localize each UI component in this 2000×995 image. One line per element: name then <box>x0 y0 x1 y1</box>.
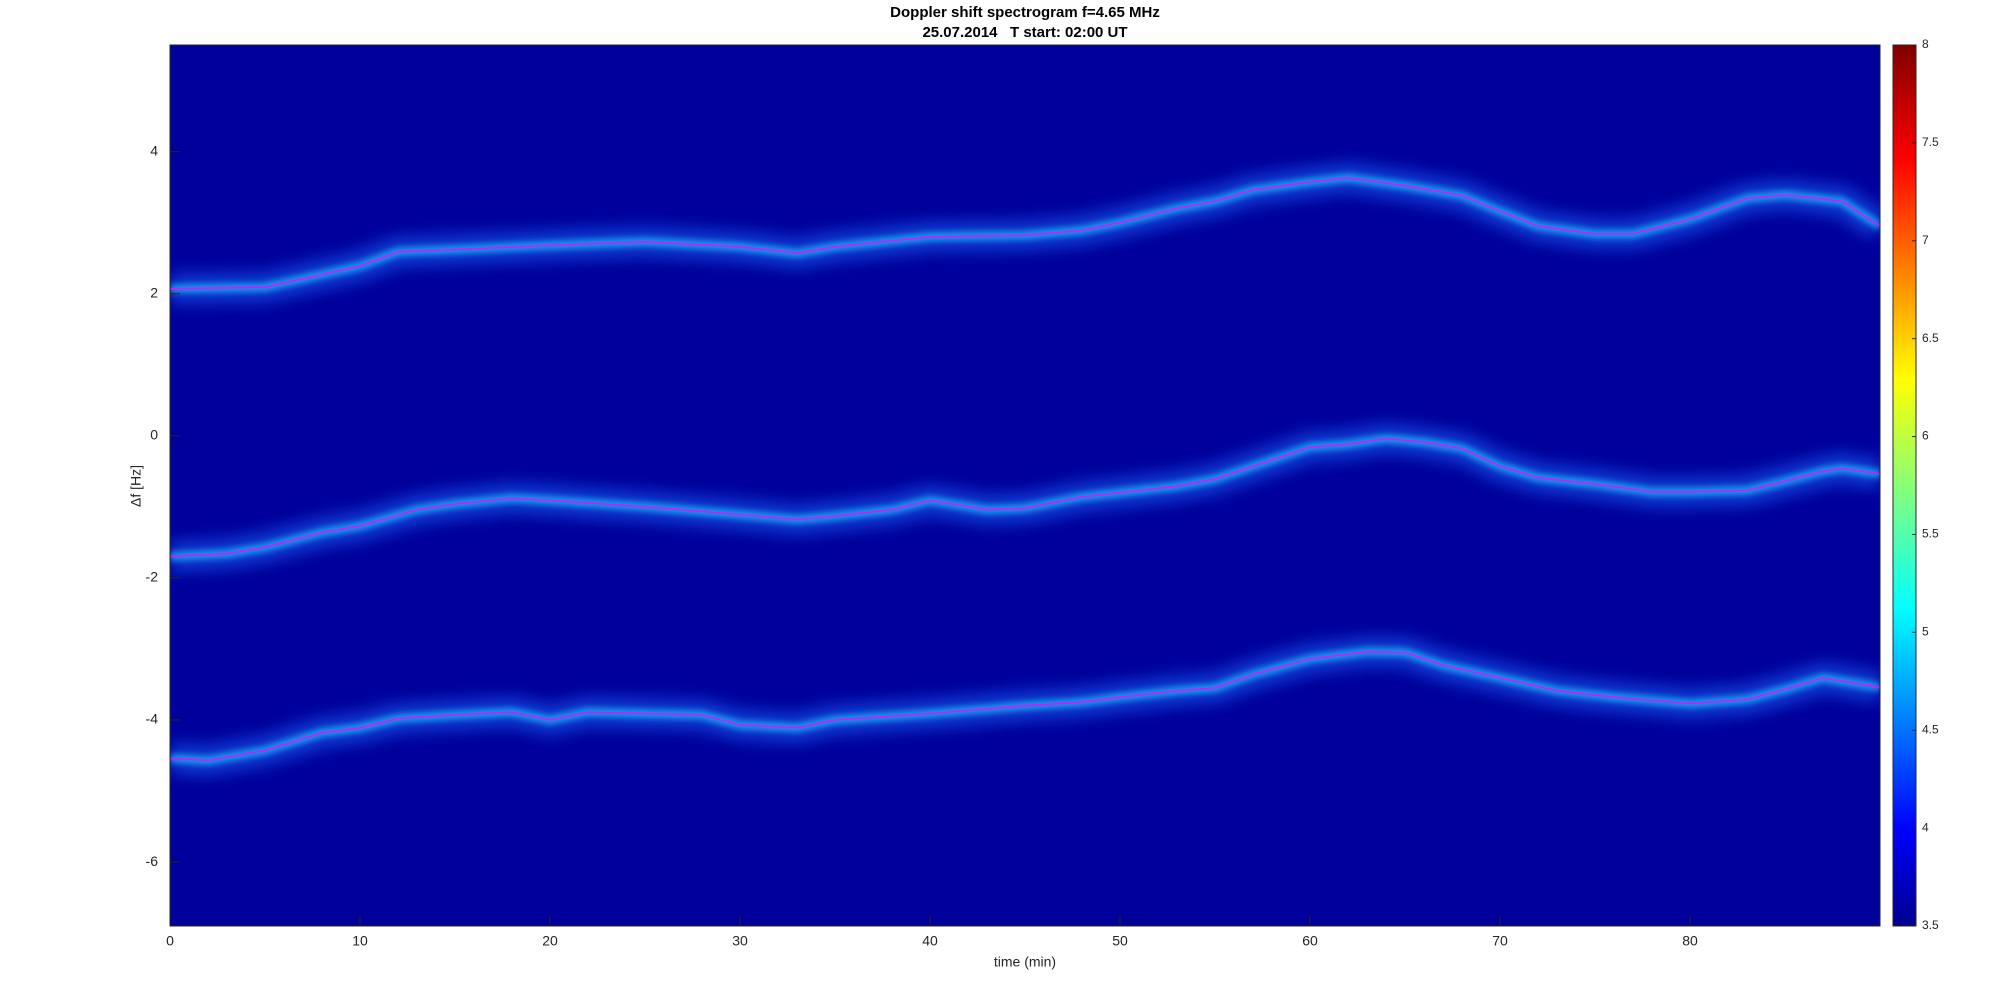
chart-title: Doppler shift spectrogram f=4.65 MHz <box>890 4 1160 21</box>
x-tick-label: 80 <box>1682 933 1698 949</box>
x-tick-label: 0 <box>166 933 174 949</box>
x-tick-label: 40 <box>922 933 938 949</box>
colorbar-tick-label: 8 <box>1922 37 1929 51</box>
colorbar-tick-label: 4 <box>1922 820 1929 834</box>
series-line <box>170 177 1880 290</box>
colorbar-gradient <box>1892 44 1917 927</box>
colorbar-tick-label: 5 <box>1922 625 1929 639</box>
y-tick-label: -6 <box>146 853 159 869</box>
axes-frame <box>169 44 1881 927</box>
y-axis-label: Δf [Hz] <box>128 465 144 507</box>
colorbar-tick-label: 3.5 <box>1922 918 1939 932</box>
series-line <box>170 651 1880 762</box>
y-tick-label: 0 <box>150 426 158 442</box>
y-tick-label: -4 <box>146 711 159 727</box>
colorbar-tick-label: 7 <box>1922 233 1929 247</box>
series-line <box>170 437 1880 558</box>
colorbar-tick-label: 6 <box>1922 429 1929 443</box>
colorbar-tick-label: 7.5 <box>1922 135 1939 149</box>
colorbar-tick-label: 5.5 <box>1922 527 1939 541</box>
x-tick-label: 50 <box>1112 933 1128 949</box>
plot-layer <box>170 162 1880 776</box>
colorbar: 3.5 4 4.5 5 5.5 6 6.5 7 7.5 8 <box>1892 37 1939 932</box>
x-tick-label: 60 <box>1302 933 1318 949</box>
chart-subtitle: 25.07.2014 T start: 02:00 UT <box>922 24 1127 41</box>
y-tick-label: -2 <box>146 569 159 585</box>
y-tick-label: 4 <box>150 142 158 158</box>
y-tick-label: 2 <box>150 284 158 300</box>
x-tick-label: 10 <box>352 933 368 949</box>
x-tick-label: 20 <box>542 933 558 949</box>
x-axis-label: time (min) <box>994 954 1056 970</box>
colorbar-tick-label: 6.5 <box>1922 331 1939 345</box>
x-tick-label: 30 <box>732 933 748 949</box>
x-tick-label: 70 <box>1492 933 1508 949</box>
colorbar-tick-label: 4.5 <box>1922 722 1939 736</box>
